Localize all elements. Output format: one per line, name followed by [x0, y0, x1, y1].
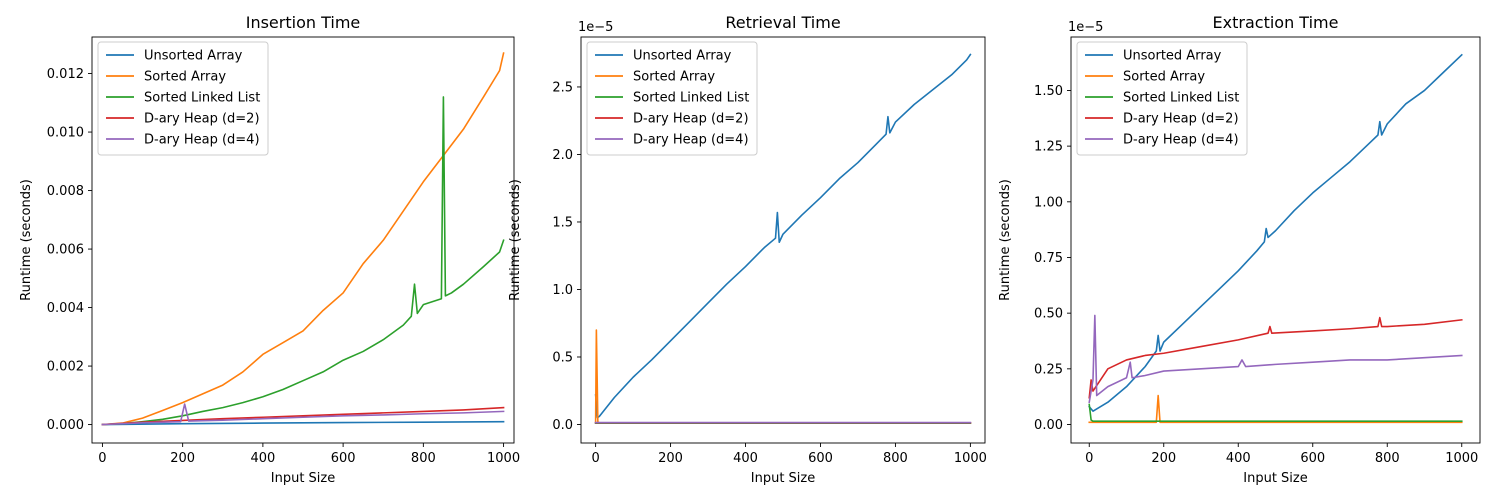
- y-tick-label: 1.5: [552, 215, 573, 230]
- y-axis-label: Runtime (seconds): [19, 179, 34, 301]
- x-axis-label: Input Size: [271, 471, 335, 486]
- legend-entry-unsorted-array: Unsorted Array: [144, 49, 243, 64]
- y-axis-label: Runtime (seconds): [998, 179, 1013, 301]
- y-tick-label: 0.000: [47, 418, 84, 433]
- y-tick-label: 1.25: [1034, 140, 1063, 155]
- x-tick-label: 400: [1226, 451, 1251, 466]
- x-tick-label: 1000: [487, 451, 520, 466]
- y-tick-label: 0.002: [47, 360, 84, 375]
- x-tick-label: 400: [733, 451, 758, 466]
- chart-title: Retrieval Time: [725, 13, 840, 32]
- y-axis-label: Runtime (seconds): [508, 179, 523, 301]
- axes-frame: [580, 36, 986, 444]
- x-tick-label: 1000: [954, 451, 987, 466]
- legend-entry-sorted-array: Sorted Array: [633, 70, 715, 85]
- y-tick-label: 2.0: [552, 148, 573, 163]
- y-tick-label: 0.00: [1034, 418, 1063, 433]
- x-tick-label: 800: [883, 451, 908, 466]
- axes-frame: [1070, 36, 1481, 444]
- y-tick-label: 0.008: [47, 184, 84, 199]
- series-line-sorted-linked-list: [1088, 403, 1463, 422]
- y-tick-label: 0.012: [47, 67, 84, 82]
- y-tick-label: 0.004: [47, 301, 84, 316]
- series-line-d-ary-heap-d-4: [101, 403, 505, 426]
- x-axis-label: Input Size: [751, 471, 815, 486]
- series-line-sorted-array: [101, 52, 505, 426]
- series-line-d-ary-heap-d-2: [101, 406, 505, 426]
- chart-title: Extraction Time: [1213, 13, 1339, 32]
- y-tick-label: 0.5: [552, 350, 573, 365]
- x-tick-label: 1000: [1445, 451, 1478, 466]
- series-line-unsorted-array: [101, 420, 505, 426]
- legend-entry-d-ary-heap-d-4: D-ary Heap (d=4): [1123, 133, 1239, 148]
- x-tick-label: 0: [591, 451, 599, 466]
- x-tick-label: 0: [98, 451, 106, 466]
- legend: Unsorted Array Sorted Array Sorted Linked …: [97, 41, 269, 156]
- y-tick-label: 0.25: [1034, 362, 1063, 377]
- legend-entry-unsorted-array: Unsorted Array: [1123, 49, 1222, 64]
- chart-panel-insertion-time: 0 200 400 600 800 1000 0.000 0.002 0.004 0.006 0.0…: [19, 13, 520, 486]
- legend: Unsorted Array Sorted Array Sorted Linked …: [586, 41, 758, 156]
- legend-box: [586, 41, 758, 156]
- legend-box: [97, 41, 269, 156]
- legend-entry-d-ary-heap-d-4: D-ary Heap (d=4): [633, 133, 749, 148]
- x-tick-label: 600: [331, 451, 356, 466]
- series-line-d-ary-heap-d-2: [1088, 316, 1463, 399]
- y-tick-label: 0.0: [552, 418, 573, 433]
- axes-frame: [91, 36, 515, 444]
- chart-panel-extraction-time: 0 200 400 600 800 1000 0.00 0.25 0.50 0.75 1.00 1.2…: [998, 13, 1481, 486]
- legend-entry-d-ary-heap-d-4: D-ary Heap (d=4): [144, 133, 260, 148]
- series-line-sorted-array: [1088, 394, 1463, 424]
- x-tick-label: 800: [411, 451, 436, 466]
- y-tick-label: 0.75: [1034, 251, 1063, 266]
- legend-entry-sorted-linked-list: Sorted Linked List: [1123, 91, 1239, 106]
- legend-entry-sorted-linked-list: Sorted Linked List: [144, 91, 260, 106]
- legend-entry-sorted-array: Sorted Array: [144, 70, 226, 85]
- x-tick-label: 600: [808, 451, 833, 466]
- x-axis-label: Input Size: [1243, 471, 1307, 486]
- series-group: [1088, 53, 1463, 424]
- x-tick-label: 400: [250, 451, 275, 466]
- series-group: [101, 52, 505, 426]
- chart-panel-retrieval-time: 0 200 400 600 800 1000 0.0 0.5 1.0 1.5 2.0 2.5 1e−5 R…: [508, 13, 987, 486]
- legend-entry-unsorted-array: Unsorted Array: [633, 49, 732, 64]
- x-tick-label: 600: [1300, 451, 1325, 466]
- legend-entry-d-ary-heap-d-2: D-ary Heap (d=2): [144, 112, 260, 127]
- x-tick-label: 200: [1151, 451, 1176, 466]
- y-tick-label: 0.50: [1034, 307, 1063, 322]
- chart-title: Insertion Time: [246, 13, 361, 32]
- y-tick-label: 1.00: [1034, 195, 1063, 210]
- series-line-unsorted-array: [1088, 53, 1463, 412]
- y-offset-label: 1e−5: [1068, 20, 1103, 35]
- legend-entry-sorted-array: Sorted Array: [1123, 70, 1205, 85]
- series-line-sorted-array: [594, 329, 972, 424]
- legend-box: [1076, 41, 1248, 156]
- x-tick-label: 200: [170, 451, 195, 466]
- legend-entry-d-ary-heap-d-2: D-ary Heap (d=2): [1123, 112, 1239, 127]
- y-tick-label: 0.010: [47, 126, 84, 141]
- legend-entry-sorted-linked-list: Sorted Linked List: [633, 91, 749, 106]
- series-group: [594, 53, 972, 424]
- y-tick-label: 1.50: [1034, 84, 1063, 99]
- y-tick-label: 2.5: [552, 80, 573, 95]
- x-tick-label: 0: [1085, 451, 1093, 466]
- y-offset-label: 1e−5: [578, 20, 613, 35]
- x-tick-label: 200: [658, 451, 683, 466]
- y-tick-label: 1.0: [552, 283, 573, 298]
- series-line-d-ary-heap-d-4: [1088, 314, 1463, 404]
- series-line-unsorted-array: [594, 53, 972, 419]
- y-tick-label: 0.006: [47, 243, 84, 258]
- legend-entry-d-ary-heap-d-2: D-ary Heap (d=2): [633, 112, 749, 127]
- x-tick-label: 800: [1375, 451, 1400, 466]
- legend: Unsorted Array Sorted Array Sorted Linked …: [1076, 41, 1248, 156]
- series-line-sorted-linked-list: [101, 96, 505, 426]
